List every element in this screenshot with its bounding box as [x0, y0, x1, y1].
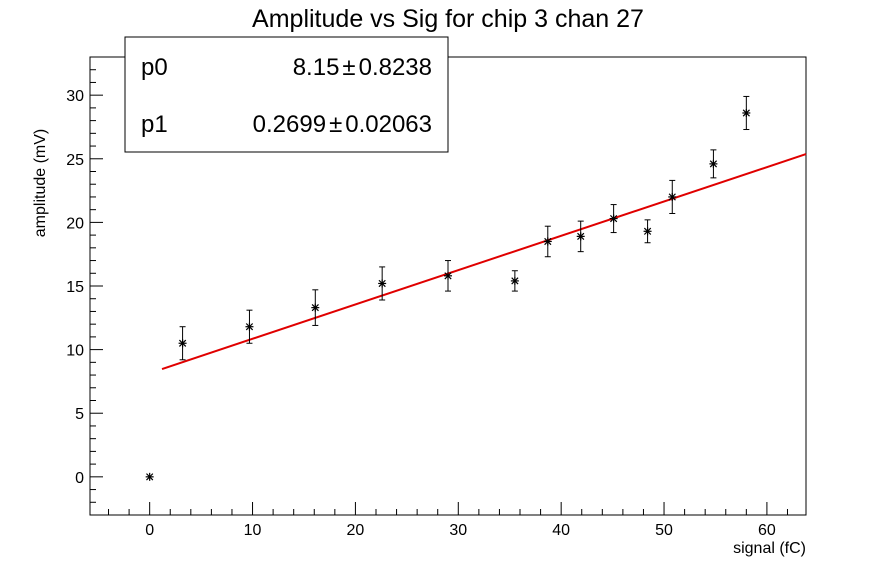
- marker-stroke: [709, 160, 718, 168]
- x-tick-label: 10: [244, 522, 262, 539]
- marker-stroke: [643, 227, 652, 235]
- data-point: [742, 95, 751, 131]
- data-point: [444, 260, 452, 292]
- data-point: [576, 220, 585, 253]
- marker-stroke: [178, 339, 187, 347]
- marker-stroke: [544, 237, 552, 246]
- marker-stroke: [311, 304, 319, 312]
- marker-stroke: [577, 232, 585, 241]
- y-axis: 0 5 10 15 20 25 30: [66, 56, 103, 503]
- y-tick-label: 30: [66, 88, 84, 105]
- marker-stroke: [742, 109, 750, 117]
- stat-name-p0: p0: [141, 54, 168, 81]
- x-tick-label: 60: [758, 522, 776, 539]
- marker-stroke: [378, 279, 386, 288]
- y-tick-label: 5: [75, 406, 84, 423]
- marker-stroke: [511, 277, 519, 285]
- y-axis-label: amplitude (mV): [32, 129, 49, 237]
- data-points: [145, 95, 751, 481]
- y-tick-label: 15: [66, 279, 84, 296]
- y-tick-label: 25: [66, 152, 84, 169]
- data-point: [245, 309, 254, 344]
- marker-stroke: [444, 272, 452, 280]
- data-point: [668, 179, 677, 214]
- data-point: [145, 472, 154, 481]
- x-tick-label: 50: [655, 522, 673, 539]
- data-point: [311, 289, 320, 326]
- x-tick-label: 0: [145, 522, 154, 539]
- data-point: [643, 219, 652, 244]
- data-point: [609, 204, 618, 234]
- data-point: [543, 225, 552, 258]
- x-axis-label: signal (fC): [733, 540, 806, 557]
- stats-box: p0 8.15 ±0.8238 p1 0.2699 ±0.02063: [124, 36, 449, 153]
- stat-value-p0: 8.15 ±0.8238: [293, 54, 432, 81]
- marker-stroke: [146, 473, 154, 481]
- marker-stroke: [245, 323, 254, 331]
- y-tick-label: 0: [75, 470, 84, 487]
- data-point: [709, 149, 718, 179]
- fit-line-segment: [161, 153, 807, 370]
- marker-stroke: [668, 193, 676, 201]
- y-tick-label: 20: [66, 215, 84, 232]
- fit-line: [161, 153, 807, 370]
- y-tick-label: 10: [66, 343, 84, 360]
- x-tick-label: 40: [552, 522, 570, 539]
- chart-title: Amplitude vs Sig for chip 3 chan 27: [252, 5, 644, 33]
- x-tick-label: 20: [347, 522, 365, 539]
- marker-stroke: [610, 214, 618, 223]
- x-tick-label: 30: [449, 522, 467, 539]
- x-axis: 0 10 20 30 40 50 60: [108, 502, 788, 539]
- data-point: [178, 326, 187, 361]
- stat-name-p1: p1: [141, 111, 168, 138]
- stat-value-p1: 0.2699 ±0.02063: [253, 111, 432, 138]
- data-point: [510, 270, 519, 292]
- data-point: [378, 266, 387, 301]
